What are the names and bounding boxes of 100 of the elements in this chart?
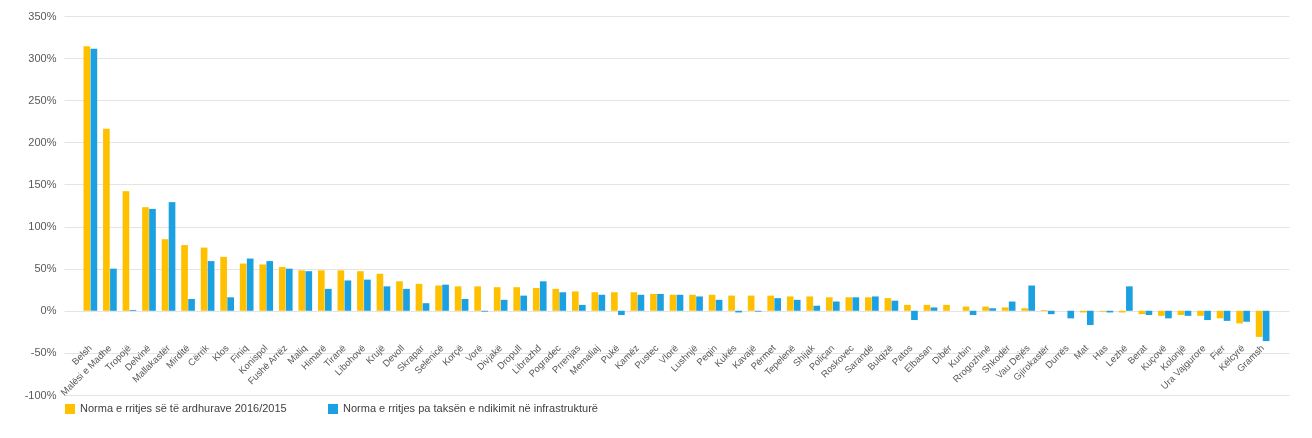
bar (396, 281, 403, 311)
bar (161, 239, 169, 311)
bar (188, 298, 195, 311)
bar (845, 297, 853, 311)
bar (891, 300, 899, 311)
bar (520, 295, 528, 311)
bar (532, 288, 540, 311)
y-tick-label: 150% (28, 177, 57, 190)
bar (357, 271, 364, 311)
bar (103, 128, 110, 311)
bar (1028, 285, 1036, 311)
bar (1255, 310, 1263, 337)
y-tick-label: 0% (40, 304, 57, 317)
legend-label: Norma e rritjes pa taksën e ndikimit në infrastrukturë (343, 402, 598, 414)
bar (149, 208, 156, 311)
x-tick-label: Klos (209, 342, 231, 364)
bar (513, 287, 521, 311)
bar (806, 296, 814, 311)
bar (904, 304, 911, 311)
bar (1158, 310, 1165, 316)
bar (911, 310, 918, 321)
bar (220, 256, 227, 311)
bar (571, 291, 579, 311)
y-tick-label: 250% (28, 93, 57, 106)
bar (422, 303, 430, 311)
bar (415, 283, 423, 311)
bar (435, 285, 442, 311)
bar (832, 301, 840, 311)
bar (266, 261, 274, 311)
bar (337, 270, 345, 311)
bar (1197, 310, 1204, 316)
bar (474, 286, 481, 311)
bar (278, 266, 286, 311)
bar (454, 286, 462, 311)
bar (852, 297, 860, 311)
bar (989, 308, 996, 311)
bar (239, 263, 247, 311)
y-tick-label: 100% (28, 220, 57, 233)
bar (728, 295, 735, 311)
y-tick-label: -100% (24, 388, 57, 401)
bar (110, 268, 117, 311)
bar (813, 305, 821, 311)
bar (344, 280, 352, 311)
legend-label: Norma e rritjes së të ardhurave 2016/2015 (80, 402, 287, 414)
bar (1243, 310, 1250, 322)
bar (1067, 310, 1075, 319)
bar (325, 288, 332, 311)
bar (611, 292, 618, 311)
bar (689, 294, 696, 311)
bar (696, 296, 703, 311)
bar (298, 270, 306, 311)
bar (461, 298, 469, 311)
bar (305, 271, 313, 311)
bar (285, 268, 293, 311)
bar (793, 299, 801, 311)
bar (376, 273, 384, 311)
bar (774, 298, 782, 311)
bar (943, 304, 950, 311)
bar (559, 292, 567, 311)
bar (884, 298, 892, 311)
bar (598, 294, 606, 311)
bar (1236, 310, 1243, 324)
y-tick-label: 50% (34, 262, 57, 275)
y-tick-label: 300% (28, 51, 57, 64)
bar (591, 292, 599, 311)
bar (1001, 307, 1009, 311)
bar (786, 296, 794, 311)
bar (923, 304, 931, 311)
bar (317, 270, 325, 311)
bar (122, 191, 130, 311)
bar (1086, 310, 1094, 326)
bar (168, 202, 176, 311)
bar (539, 281, 547, 311)
bar (500, 299, 508, 311)
bar (383, 286, 391, 311)
bar (1126, 286, 1133, 311)
bar (618, 310, 625, 315)
bar (578, 304, 586, 311)
bar (403, 288, 410, 311)
bar (825, 297, 833, 311)
bar (142, 207, 149, 311)
bar (657, 293, 664, 311)
bar (1223, 310, 1231, 321)
bar (364, 279, 371, 311)
bar (676, 294, 684, 311)
y-tick-label: -50% (30, 346, 57, 359)
bar (637, 294, 645, 311)
y-tick-label: 350% (28, 9, 57, 22)
bar (246, 258, 254, 311)
bar (200, 247, 208, 311)
bar (865, 297, 872, 311)
bar (493, 287, 501, 311)
x-tick-label: Mat (1071, 342, 1091, 362)
bar (552, 288, 560, 311)
bar (442, 284, 449, 311)
bar (767, 295, 775, 311)
bar (1047, 310, 1055, 315)
bar (259, 264, 267, 311)
bar (83, 46, 91, 311)
bar (930, 307, 938, 311)
